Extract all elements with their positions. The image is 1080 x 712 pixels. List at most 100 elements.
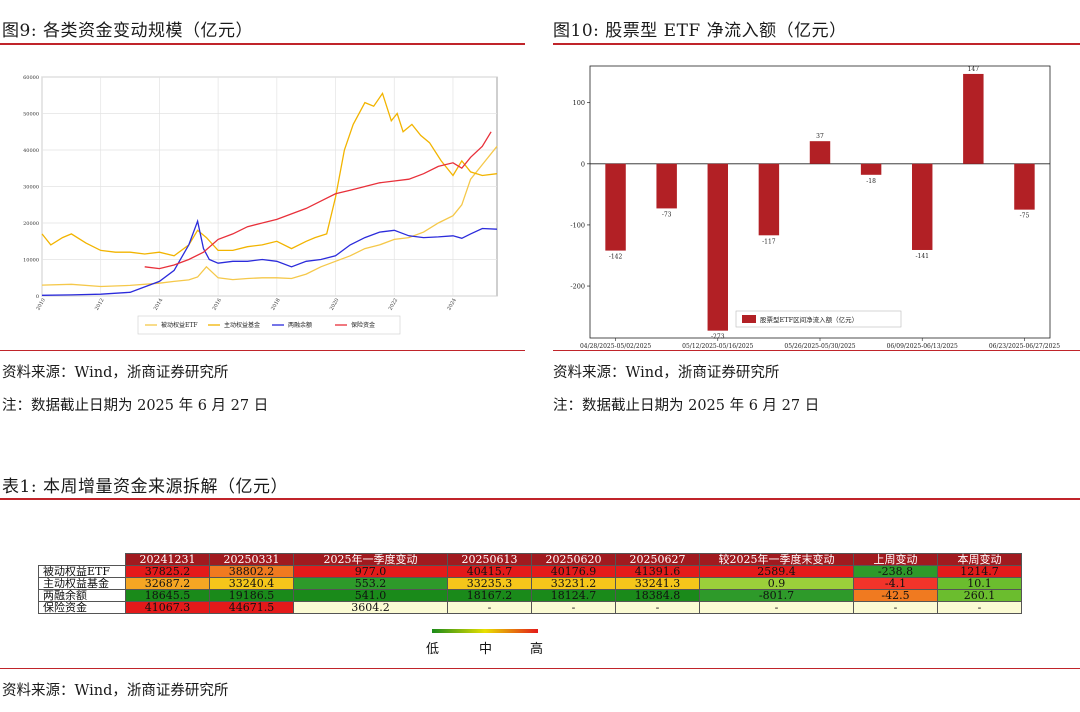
column-header: 20241231 — [125, 553, 210, 566]
table-cell: 38802.2 — [209, 565, 294, 578]
x-tick-label: 04/28/2025-05/02/2025 — [580, 343, 651, 350]
fig9-note: 注：数据截止日期为 2025 年 6 月 27 日 — [2, 398, 269, 414]
bar — [912, 163, 933, 250]
y-tick-label: 30000 — [23, 185, 39, 191]
legend-entry: 股票型ETF区间净流入额（亿元） — [760, 315, 858, 324]
series-line — [41, 91, 498, 257]
table-cell: 33241.3 — [615, 577, 700, 590]
row-header: 主动权益基金 — [38, 577, 126, 590]
data-label: -117 — [762, 238, 776, 245]
legend-mid-label: 中 — [479, 642, 493, 657]
legend-box — [735, 310, 902, 328]
table-corner — [39, 554, 126, 566]
table-cell: - — [447, 601, 532, 614]
column-header: 2025年一季度变动 — [293, 553, 448, 566]
table-cell: 18645.5 — [125, 589, 210, 602]
table-cell: 18167.2 — [447, 589, 532, 602]
column-header: 20250627 — [615, 553, 700, 566]
fund-source-heatmap-table: 20241231 20250331 2025年一季度变动 20250613 20… — [38, 553, 1022, 614]
table-cell: - — [699, 601, 854, 614]
column-header: 本周变动 — [937, 553, 1022, 566]
column-header: 20250620 — [531, 553, 616, 566]
y-tick-label: 50000 — [23, 112, 39, 118]
table-cell: -42.5 — [853, 589, 938, 602]
table1-bottom-rule — [0, 668, 1080, 669]
fig9-bottom-rule — [0, 350, 525, 351]
series-line — [41, 145, 498, 288]
x-tick-label: 05/12/2025-05/16/2025 — [682, 343, 753, 350]
bar — [1014, 163, 1035, 210]
table-cell: 977.0 — [293, 565, 448, 578]
legend-low-label: 低 — [426, 642, 440, 657]
table-cell: 41391.6 — [615, 565, 700, 578]
fig10-note: 注：数据截止日期为 2025 年 6 月 27 日 — [553, 398, 820, 414]
x-tick-label: 2024 — [446, 297, 458, 311]
legend-swatch — [742, 315, 756, 323]
bar — [758, 163, 780, 236]
legend-entry: 保险资金 — [351, 321, 375, 329]
fig9-title: 图9: 各类资金变动规模（亿元） — [2, 21, 253, 41]
column-header: 20250613 — [447, 553, 532, 566]
data-label: 37 — [816, 133, 824, 140]
x-tick-label: 2014 — [153, 297, 165, 311]
chart-legend: 被动权益ETF 主动权益基金 两融余额 保险资金 — [137, 315, 401, 335]
legend-entry: 被动权益ETF — [161, 321, 198, 329]
table-cell: 18384.8 — [615, 589, 700, 602]
bar — [860, 163, 882, 175]
y-tick-label: 0 — [581, 160, 585, 168]
fig9-title-rule — [0, 43, 525, 45]
table-row: 主动权益基金 32687.2 33240.4 553.2 33235.3 33231.2 3… — [38, 577, 1022, 590]
legend-high-label: 高 — [530, 642, 544, 657]
bar — [809, 141, 831, 164]
legend-entry: 主动权益基金 — [224, 321, 260, 329]
data-label: -73 — [662, 211, 672, 218]
table-cell: 41067.3 — [125, 601, 210, 614]
table-cell: - — [937, 601, 1022, 614]
table-cell: -238.8 — [853, 565, 938, 578]
column-header: 20250331 — [209, 553, 294, 566]
table-cell: 40176.9 — [531, 565, 616, 578]
series-line — [144, 131, 492, 270]
row-header: 被动权益ETF — [38, 565, 126, 578]
row-header: 保险资金 — [38, 601, 126, 614]
x-tick-label: 2022 — [388, 297, 400, 311]
table-cell: - — [531, 601, 616, 614]
table-row: 保险资金 41067.3 44671.5 3604.2- - - - - - — [38, 601, 1022, 614]
x-tick-label: 2010 — [35, 297, 47, 311]
x-tick-label: 06/09/2025-06/13/2025 — [887, 343, 958, 350]
table1-title: 表1: 本周增量资金来源拆解（亿元） — [2, 477, 288, 497]
table-row: 被动权益ETF 37825.2 38802.2 977.0 40415.7 40176.9… — [38, 565, 1022, 578]
table-cell: 18124.7 — [531, 589, 616, 602]
table-cell: -4.1 — [853, 577, 938, 590]
fig10-bar-chart: -200 -100 0 100 -142 04/28/2025-05/02/2025 -73… — [570, 65, 1060, 350]
fig9-source: 资料来源：Wind，浙商证券研究所 — [2, 365, 229, 381]
table-cell: 1214.7 — [937, 565, 1022, 578]
table-cell: 40415.7 — [447, 565, 532, 578]
column-header: 上周变动 — [853, 553, 938, 566]
table-cell: 33231.2 — [531, 577, 616, 590]
table-cell: 2589.4 — [699, 565, 854, 578]
y-tick-label: 40000 — [23, 148, 39, 154]
data-label: -18 — [866, 178, 876, 185]
bar — [707, 163, 728, 331]
series-line — [41, 218, 498, 296]
table-cell: - — [853, 601, 938, 614]
x-tick-label: 05/26/2025-05/30/2025 — [784, 343, 855, 350]
x-tick-label: 2020 — [329, 297, 341, 311]
table-cell: - — [615, 601, 700, 614]
x-tick-label: 06/23/2025-06/27/2025 — [989, 343, 1060, 350]
table1-source: 资料来源：Wind，浙商证券研究所 — [2, 683, 229, 699]
fig10-source: 资料来源：Wind，浙商证券研究所 — [553, 365, 780, 381]
y-tick-label: -100 — [570, 221, 585, 229]
bar — [656, 163, 677, 209]
y-tick-label: -200 — [570, 283, 585, 291]
y-tick-label: 100 — [573, 99, 585, 107]
fig10-bottom-rule — [553, 350, 1080, 351]
x-tick-label: 2012 — [94, 297, 106, 311]
data-label: -141 — [915, 253, 928, 260]
y-tick-label: 0 — [36, 294, 39, 300]
table-cell: 541.0 — [293, 589, 448, 602]
x-tick-label: 2018 — [270, 297, 282, 311]
table-cell: 260.1 — [937, 589, 1022, 602]
fig10-title-rule — [553, 43, 1080, 45]
